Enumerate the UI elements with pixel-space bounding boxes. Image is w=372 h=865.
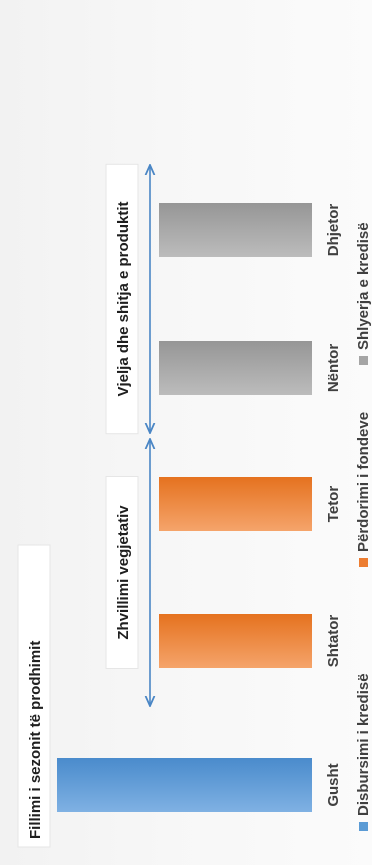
bar-perdorimi-i-fondeve-shtator (159, 614, 312, 668)
annotation-box (105, 476, 139, 669)
annotation-box (105, 163, 139, 435)
bars-layer (57, 203, 312, 812)
legend-swatch-perdorimi-i-fondeve (359, 558, 368, 567)
legend-item-disbursimi-i-kredise: Disbursimi i kredisë (355, 673, 372, 831)
annotation-arrow-1: Zhvillimi vegjetativ (105, 439, 150, 706)
bar-shlyerja-e-kredise-dhjetor (159, 203, 312, 257)
annotation-text: Vjelja dhe shitja e produktit (115, 201, 132, 396)
legend-label-disbursimi-i-kredise: Disbursimi i kredisë (355, 673, 372, 816)
tick-label-shtator: Shtator (325, 615, 342, 668)
legend-item-perdorimi-i-fondeve: Përdorimi i fondeve (355, 412, 372, 567)
bar-disbursimi-i-kredise-gusht (57, 758, 312, 812)
annotation-text: Fillimi i sezonit të prodhimit (27, 641, 44, 839)
legend-swatch-disbursimi-i-kredise (359, 822, 368, 831)
tick-label-nentor: Nëntor (325, 344, 342, 392)
bar-perdorimi-i-fondeve-tetor (159, 477, 312, 531)
tick-label-dhjetor: Dhjetor (325, 204, 342, 257)
legend-item-shlyerja-e-kredise: Shlyerja e kredisë (355, 222, 372, 365)
annotation-layer: Fillimi i sezonit të prodhimit Zhvillimi … (17, 163, 150, 848)
tick-label-tetor: Tetor (325, 486, 342, 523)
category-tick-labels: Gusht Shtator Tetor Nëntor Dhjetor (325, 204, 342, 807)
annotation-label-0: Fillimi i sezonit të prodhimit (17, 544, 51, 848)
annotation-arrow-2: Vjelja dhe shitja e produktit (105, 163, 150, 435)
legend-label-perdorimi-i-fondeve: Përdorimi i fondeve (355, 412, 372, 552)
legend-swatch-shlyerja-e-kredise (359, 356, 368, 365)
annotation-text: Zhvillimi vegjetativ (115, 505, 132, 640)
legend-label-shlyerja-e-kredise: Shlyerja e kredisë (355, 222, 372, 350)
tick-label-gusht: Gusht (325, 763, 342, 806)
legend: Disbursimi i kredisë Përdorimi i fondeve S… (355, 222, 372, 831)
annotation-box (17, 544, 51, 848)
bar-shlyerja-e-kredise-nentor (159, 341, 312, 395)
